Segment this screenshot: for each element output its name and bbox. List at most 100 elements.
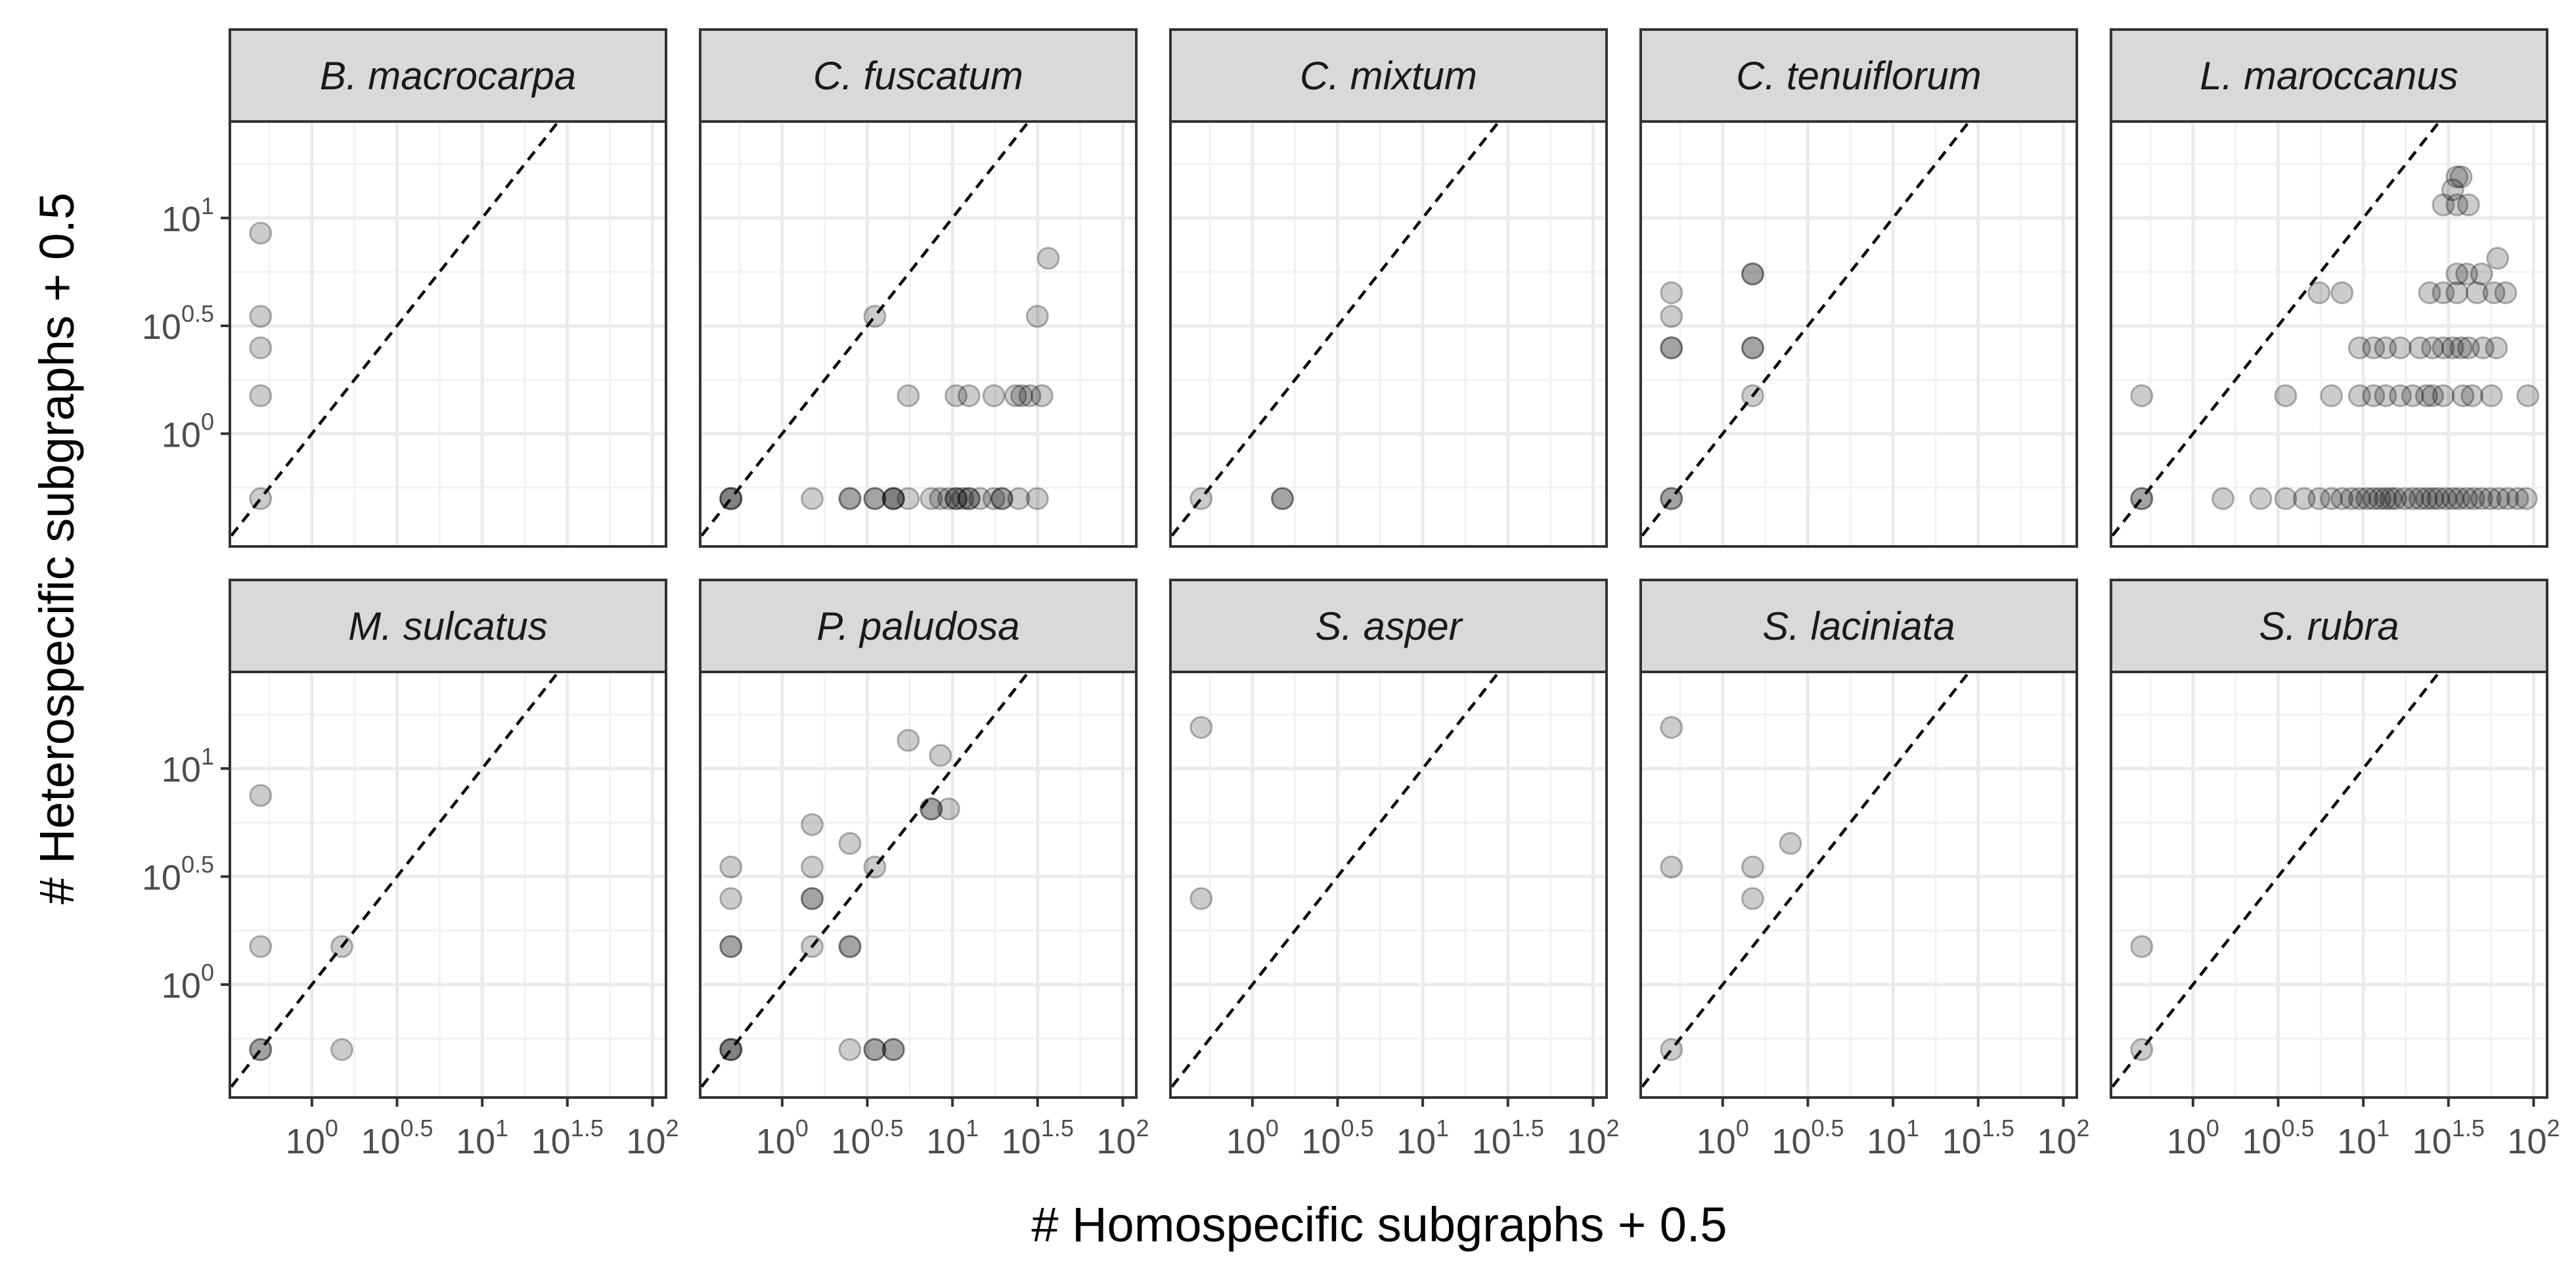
facet-panel-s-laciniata: S. laciniata: [1639, 579, 2078, 1099]
plot-background: [700, 122, 1136, 546]
data-point: [249, 336, 273, 360]
data-point: [1189, 487, 1213, 510]
x-axis-title: # Homospecific subgraphs + 0.5: [1031, 1197, 1727, 1252]
data-point: [2478, 487, 2502, 510]
data-point: [2130, 384, 2154, 407]
data-point: [2347, 384, 2371, 407]
data-point: [2355, 487, 2379, 510]
data-point: [881, 1038, 905, 1061]
facet-strip: [229, 579, 667, 673]
data-point: [990, 487, 1013, 510]
plot-background: [1170, 672, 1607, 1098]
data-point: [2408, 336, 2432, 360]
data-point: [957, 487, 981, 510]
points-s-asper: [1189, 715, 1213, 910]
data-point: [2320, 384, 2343, 407]
data-point: [2445, 281, 2469, 305]
data-point: [863, 855, 887, 879]
facet-panels: B. macrocarpa C. fuscatum C. mixtum C. tenu…: [229, 28, 2548, 1099]
y-tick-label: 100.5: [142, 851, 214, 898]
plot-background: [1641, 672, 2077, 1098]
data-point: [1660, 715, 1683, 739]
data-point: [1660, 1038, 1683, 1061]
data-point: [2418, 281, 2441, 305]
data-point: [1018, 384, 1042, 407]
data-point: [897, 487, 920, 510]
data-point: [920, 797, 943, 821]
data-point: [929, 487, 952, 510]
data-point: [1660, 281, 1683, 305]
data-point: [2456, 336, 2480, 360]
data-point: [1779, 832, 1802, 855]
data-point: [1660, 336, 1683, 360]
data-point: [2441, 487, 2464, 510]
data-point: [2292, 487, 2316, 510]
facet-panel-c-fuscatum: C. fuscatum: [699, 28, 1138, 548]
data-point: [2470, 487, 2493, 510]
x-tick-label: 100: [2167, 1115, 2219, 1161]
data-point: [801, 855, 824, 879]
data-point: [1660, 487, 1683, 510]
facet-title: S. laciniata: [1762, 604, 1955, 648]
data-point: [2426, 487, 2450, 510]
facet-title: M. sulcatus: [348, 604, 547, 648]
facet-panel-c-tenuiflorum: C. tenuiflorum: [1639, 28, 2078, 548]
data-point: [2389, 336, 2412, 360]
data-point: [2432, 384, 2455, 407]
x-tick-label: 101.5: [531, 1115, 604, 1161]
data-point: [249, 1038, 273, 1061]
data-point: [1025, 487, 1049, 510]
x-tick-label: 101: [2337, 1115, 2389, 1161]
data-point: [838, 487, 862, 510]
data-point: [249, 384, 273, 407]
plot-background: [700, 672, 1136, 1098]
data-point: [1741, 887, 1765, 910]
y-tick-label: 101: [162, 743, 214, 789]
data-point: [2485, 336, 2508, 360]
data-point: [249, 784, 273, 807]
points-b-macrocarpa: [249, 221, 273, 510]
data-point: [881, 487, 905, 510]
data-point: [2514, 487, 2538, 510]
x-tick-label: 101: [456, 1115, 508, 1161]
x-tick-label: 100.5: [1771, 1115, 1844, 1161]
data-point: [2414, 384, 2438, 407]
x-tick-label: 101.5: [1002, 1115, 1074, 1161]
data-point: [801, 887, 824, 910]
plot-background: [2111, 672, 2547, 1098]
data-point: [2441, 178, 2464, 202]
data-point: [2362, 384, 2386, 407]
data-point: [801, 935, 824, 958]
data-point: [1025, 305, 1049, 328]
data-point: [249, 305, 273, 328]
data-point: [719, 1038, 743, 1061]
data-point: [2320, 487, 2343, 510]
data-point: [990, 487, 1013, 510]
data-point: [897, 728, 920, 752]
data-point: [801, 812, 824, 836]
data-point: [249, 487, 273, 510]
data-point: [2421, 487, 2445, 510]
data-point: [1660, 336, 1683, 360]
data-point: [2274, 384, 2298, 407]
data-point: [968, 487, 992, 510]
facet-title: B. macrocarpa: [320, 54, 576, 98]
data-point: [2389, 384, 2412, 407]
x-tick-label: 101: [1396, 1115, 1449, 1161]
data-point: [944, 487, 968, 510]
data-point: [249, 1038, 273, 1061]
x-tick-label: 102: [2037, 1115, 2089, 1161]
facet-panel-s-asper: S. asper: [1169, 579, 1608, 1099]
x-tick-label: 102: [626, 1115, 678, 1161]
data-point: [1036, 246, 1060, 270]
x-tick-label: 100: [1697, 1115, 1749, 1161]
facet-title: C. tenuiflorum: [1736, 54, 1981, 98]
data-point: [957, 487, 981, 510]
reference-line-y-equals-x: [230, 122, 560, 537]
reference-line-y-equals-x: [1641, 672, 1971, 1088]
data-point: [2379, 487, 2403, 510]
data-point: [2384, 487, 2408, 510]
data-point: [951, 487, 975, 510]
data-point: [2414, 487, 2438, 510]
